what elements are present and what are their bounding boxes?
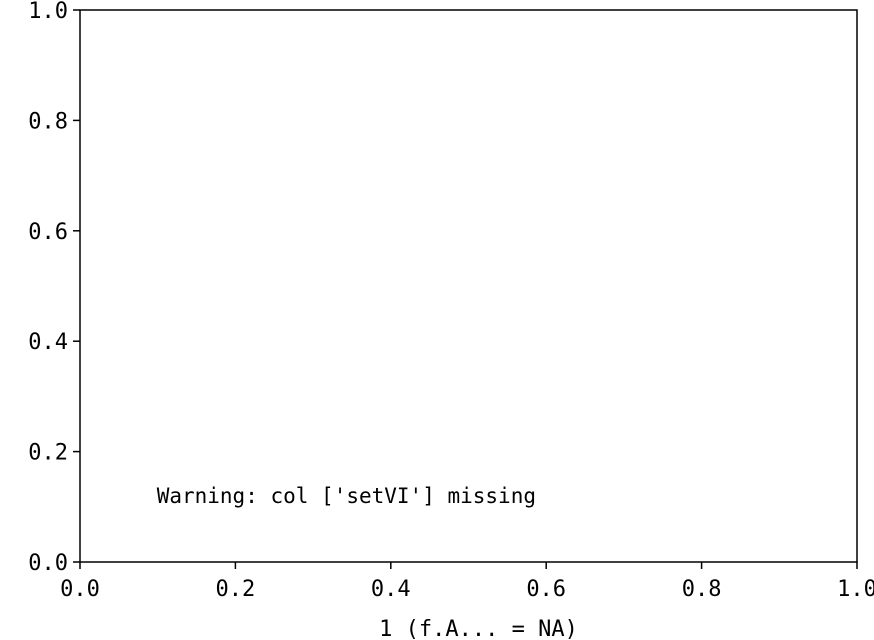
x-tick-label: 1.0 <box>837 577 874 602</box>
x-tick-label: 0.2 <box>216 577 256 602</box>
x-axis: 0.0 0.2 0.4 0.6 0.8 1.0 <box>60 562 874 602</box>
x-tick-label: 0.8 <box>682 577 722 602</box>
y-axis: 0.0 0.2 0.4 0.6 0.8 1.0 <box>28 0 80 576</box>
x-tick-label: 0.4 <box>371 577 411 602</box>
y-tick-label: 0.2 <box>28 441 68 466</box>
plot-area <box>79 9 858 563</box>
plot-frame <box>79 9 858 563</box>
y-tick-label: 1.0 <box>28 0 68 24</box>
y-tick-label: 0.8 <box>28 109 68 134</box>
x-tick-label: 0.6 <box>526 577 566 602</box>
annotations: Warning: col ['setVI'] missing <box>157 484 536 508</box>
x-tick-label: 0.0 <box>60 577 100 602</box>
warning-annotation: Warning: col ['setVI'] missing <box>157 484 536 508</box>
y-tick-label: 0.0 <box>28 551 68 576</box>
y-tick-label: 0.4 <box>28 330 68 355</box>
y-tick-label: 0.6 <box>28 220 68 245</box>
x-axis-label: 1 (f.A... = NA) <box>379 617 578 640</box>
